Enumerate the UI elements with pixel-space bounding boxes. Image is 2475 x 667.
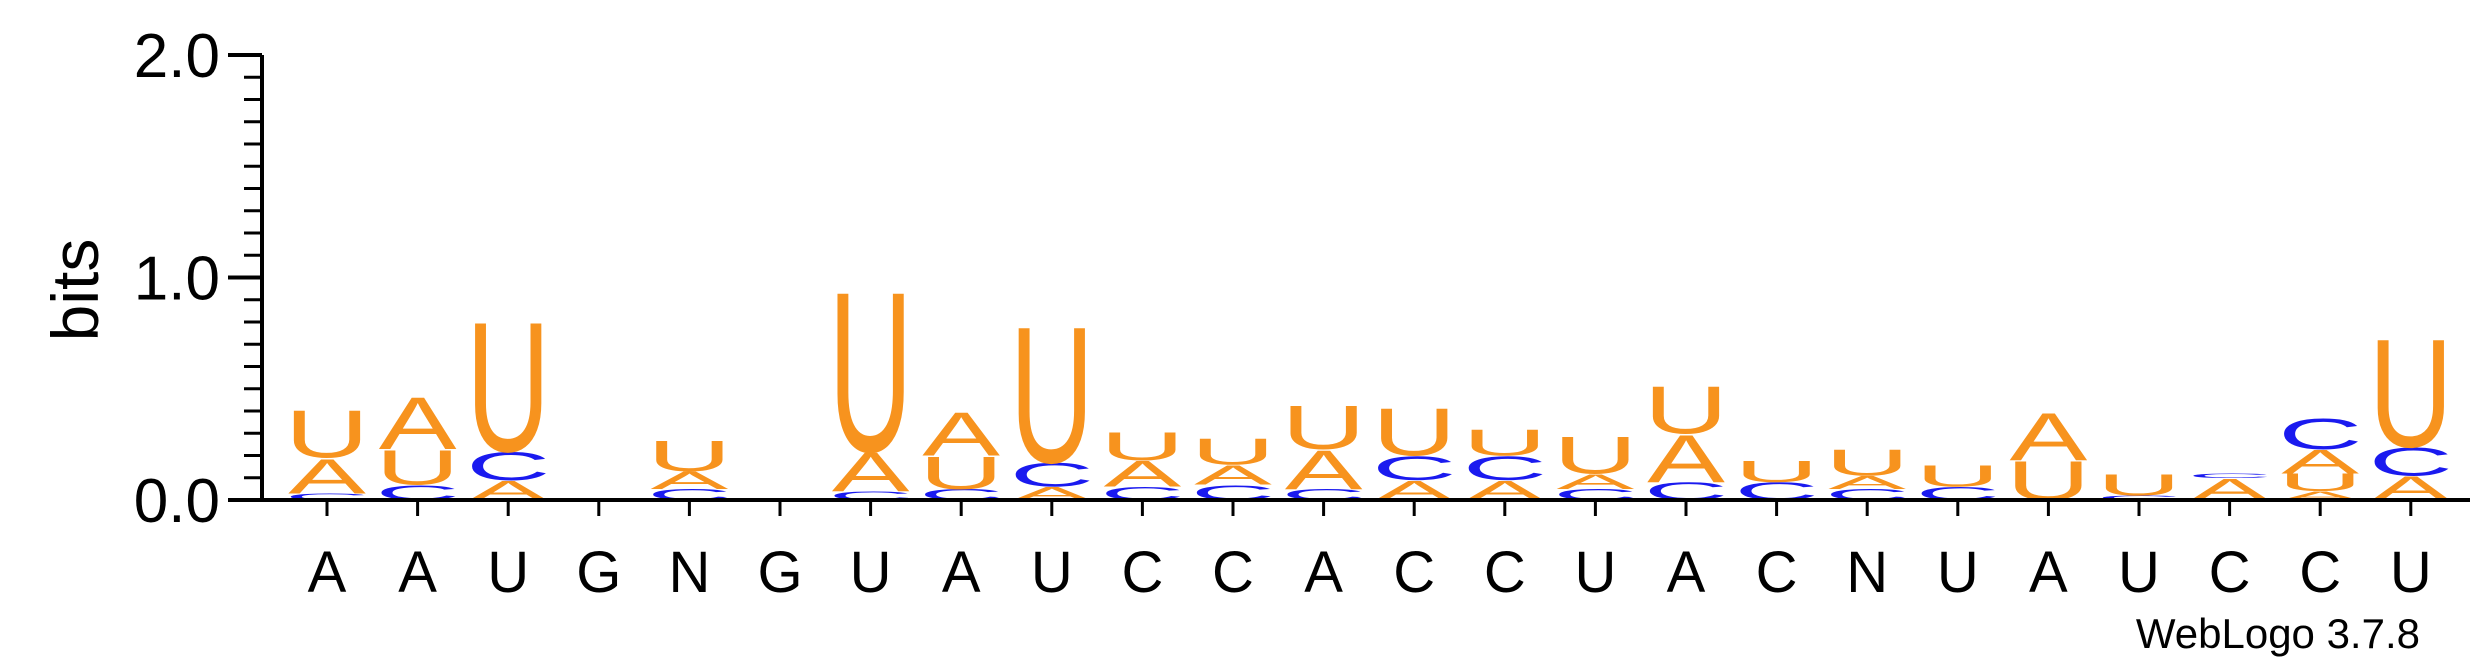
y-tick-label: 0.0	[134, 467, 220, 536]
position-label: C	[1121, 540, 1163, 605]
logo-glyph-u: U	[2369, 308, 2453, 481]
logo-glyph-u: U	[466, 283, 550, 490]
logo-glyph-a: A	[922, 399, 1001, 469]
position-label: U	[1031, 540, 1073, 605]
position-label: U	[850, 540, 892, 605]
logo-glyph-u: U	[1010, 287, 1094, 504]
logo-glyph-u: U	[647, 432, 731, 481]
position-label: G	[576, 540, 621, 605]
position-label: C	[1393, 540, 1435, 605]
position-label: A	[2029, 540, 2068, 605]
logo-glyph-u: U	[1100, 424, 1184, 469]
logo-axes: 0.01.02.0A A U G N G U A U C C A C C U A C N U A U C C U	[134, 22, 2470, 605]
position-label: C	[1484, 540, 1526, 605]
logo-glyph-a: A	[832, 441, 910, 503]
logo-glyph-a: A	[1647, 422, 1725, 497]
logo-glyph-u: U	[1553, 426, 1637, 485]
position-label: U	[1937, 540, 1979, 605]
logo-glyph-u: U	[828, 246, 912, 500]
position-label: A	[308, 540, 347, 605]
logo-glyph-a: A	[379, 382, 457, 465]
logo-glyph-u: U	[2097, 468, 2181, 502]
logo-glyph-c: C	[1010, 456, 1094, 494]
logo-glyph-c: C	[2369, 440, 2453, 485]
position-label: C	[2209, 540, 2251, 605]
position-label: C	[1756, 540, 1798, 605]
logo-glyph-a: A	[650, 467, 729, 495]
position-label: G	[757, 540, 802, 605]
position-label: A	[1304, 540, 1343, 605]
logo-glyph-u: U	[1644, 373, 1728, 448]
position-label: A	[942, 540, 981, 605]
position-label: U	[1574, 540, 1616, 605]
logo-glyph-u: U	[2278, 469, 2362, 497]
logo-glyph-c: C	[2187, 472, 2271, 479]
logo-glyph-u: U	[919, 447, 1003, 499]
position-label: N	[1846, 540, 1888, 605]
logo-glyph-a: A	[1194, 459, 1272, 490]
logo-glyph-u: U	[1463, 423, 1547, 464]
position-label: N	[668, 540, 710, 605]
logo-glyph-a: A	[1103, 454, 1181, 495]
logo-glyph-u: U	[1825, 443, 1909, 484]
logo-glyph-c: C	[285, 492, 369, 502]
weblogo-credit: WebLogo 3.7.8	[2136, 610, 2420, 657]
logo-glyph-u: U	[1281, 393, 1365, 463]
logo-glyph-c: C	[1463, 450, 1547, 488]
logo-glyph-u: U	[1916, 459, 2000, 493]
logo-glyph-a: A	[1828, 472, 1906, 493]
position-label: C	[1212, 540, 1254, 605]
logo-glyph-c: C	[466, 444, 550, 489]
logo-glyph-c: C	[2097, 494, 2181, 501]
logo-glyph-u: U	[1372, 395, 1456, 470]
position-label: U	[2118, 540, 2160, 605]
logo-glyph-u: U	[375, 440, 459, 495]
logo-glyph-a: A	[288, 449, 366, 504]
position-label: A	[1667, 540, 1706, 605]
position-label: A	[398, 540, 437, 605]
logo-glyph-a: A	[2281, 443, 2360, 481]
y-tick-label: 1.0	[134, 245, 220, 314]
y-axis-label: bits	[38, 239, 112, 342]
position-label: U	[487, 540, 529, 605]
logo-glyph-a: A	[2009, 399, 2087, 474]
y-tick-label: 2.0	[134, 22, 220, 91]
logo-glyph-c: C	[1372, 450, 1456, 488]
logo-glyph-u: U	[1734, 455, 1818, 489]
logo-glyph-u: U	[285, 397, 369, 472]
logo-glyph-u: U	[1191, 431, 1275, 472]
logo-glyph-a: A	[1556, 469, 1634, 493]
logo-glyph-c: C	[2278, 409, 2362, 458]
logo-glyph-a: A	[1285, 439, 1363, 501]
position-label: C	[2299, 540, 2341, 605]
position-label: U	[2390, 540, 2432, 605]
